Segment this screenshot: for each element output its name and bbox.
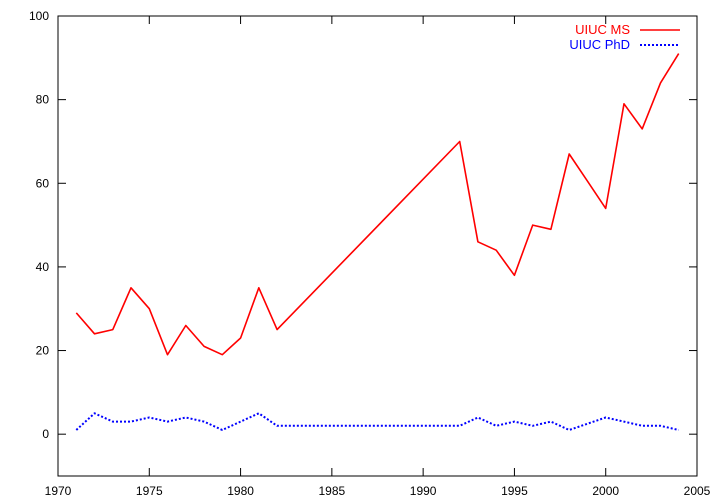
x-tick-label: 1990 bbox=[410, 484, 437, 498]
series-line-0 bbox=[75, 53, 680, 356]
x-tick-label: 2000 bbox=[592, 484, 619, 498]
y-tick-label: 40 bbox=[36, 260, 50, 274]
y-tick-label: 20 bbox=[36, 344, 50, 358]
x-axis-ticks: 1970 1975 1980 1985 1990 1995 2000 2005 bbox=[45, 16, 711, 498]
series-line-1 bbox=[75, 412, 679, 431]
y-tick-label: 80 bbox=[36, 93, 50, 107]
x-tick-label: 1975 bbox=[136, 484, 163, 498]
x-tick-label: 1985 bbox=[319, 484, 346, 498]
y-axis-ticks: 0 20 40 60 80 100 bbox=[29, 9, 697, 441]
x-tick-label: 1995 bbox=[501, 484, 528, 498]
legend-label: UIUC MS bbox=[575, 22, 630, 37]
y-tick-label: 0 bbox=[42, 427, 49, 441]
x-tick-label: 2005 bbox=[684, 484, 711, 498]
x-tick-label: 1980 bbox=[227, 484, 254, 498]
y-tick-label: 60 bbox=[36, 176, 50, 190]
plot-frame bbox=[57, 15, 698, 477]
x-tick-label: 1970 bbox=[45, 484, 72, 498]
legend-label: UIUC PhD bbox=[569, 37, 630, 52]
series-layer bbox=[75, 53, 680, 431]
y-tick-label: 100 bbox=[29, 9, 49, 23]
